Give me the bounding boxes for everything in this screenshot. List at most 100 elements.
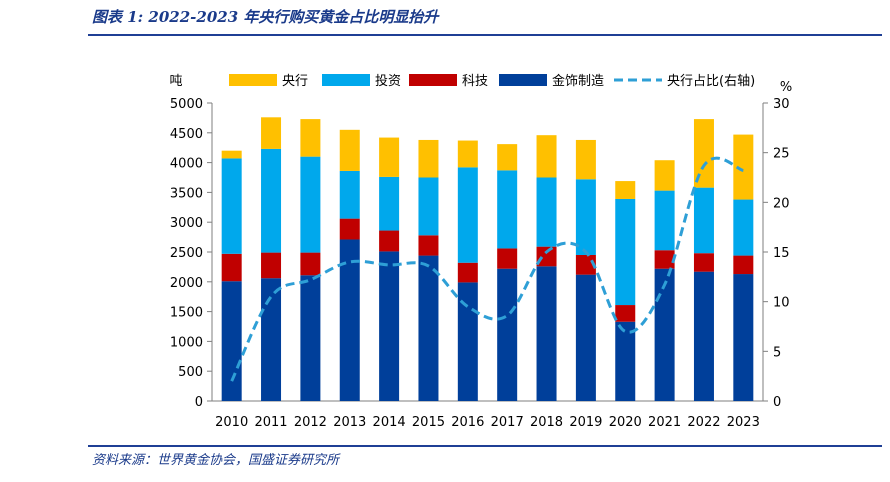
bar-segment-1 bbox=[457, 282, 478, 401]
y-left-axis-label: 吨 bbox=[169, 74, 182, 89]
bar-segment-4 bbox=[339, 129, 360, 171]
bar-segment-2 bbox=[457, 262, 478, 283]
bar-segment-1 bbox=[379, 251, 400, 401]
x-tick-label: 2010 bbox=[215, 415, 248, 430]
bars bbox=[221, 117, 754, 401]
y-right-tick-label: 5 bbox=[773, 345, 781, 360]
y-right-tick-label: 20 bbox=[773, 196, 790, 211]
ratio-line-layer bbox=[230, 156, 744, 382]
bar-segment-1 bbox=[654, 268, 675, 401]
bar-segment-4 bbox=[418, 139, 439, 178]
x-tick-label: 2015 bbox=[412, 415, 445, 430]
bar-segment-1 bbox=[575, 274, 596, 401]
y-right-tick-label: 25 bbox=[773, 147, 790, 162]
y-left-tick-label: 2000 bbox=[170, 276, 203, 291]
bar-segment-4 bbox=[654, 160, 675, 191]
bar-segment-1 bbox=[497, 268, 518, 401]
bar-segment-4 bbox=[693, 119, 714, 188]
bar-segment-4 bbox=[261, 117, 282, 149]
x-tick-label: 2021 bbox=[648, 415, 681, 430]
y-left-tick-label: 1500 bbox=[170, 306, 203, 321]
legend-label: 金饰制造 bbox=[552, 73, 604, 89]
y-left-tick-label: 500 bbox=[178, 365, 203, 380]
source-note: 资料来源：世界黄金协会，国盛证券研究所 bbox=[92, 453, 340, 468]
bottom-rule bbox=[88, 445, 882, 447]
bar-segment-1 bbox=[536, 266, 557, 401]
bar-segment-1 bbox=[221, 281, 242, 401]
bar-segment-1 bbox=[339, 239, 360, 401]
x-tick-label: 2016 bbox=[451, 415, 484, 430]
bar-segment-4 bbox=[300, 119, 321, 157]
bar-segment-4 bbox=[615, 181, 636, 199]
bar-segment-3 bbox=[654, 190, 675, 251]
x-tick-label: 2014 bbox=[373, 415, 406, 430]
bar-segment-3 bbox=[457, 167, 478, 263]
bar-segment-4 bbox=[575, 139, 596, 180]
y-left-tick-label: 4500 bbox=[170, 127, 203, 142]
legend-swatch bbox=[322, 74, 370, 86]
bar-segment-2 bbox=[221, 253, 242, 282]
bar-segment-4 bbox=[379, 137, 400, 177]
x-tick-label: 2022 bbox=[687, 415, 720, 430]
bar-segment-2 bbox=[300, 252, 321, 276]
bar-segment-2 bbox=[615, 305, 636, 322]
bar-segment-1 bbox=[261, 278, 282, 401]
bar-segment-4 bbox=[733, 134, 754, 200]
y-right-tick-label: 15 bbox=[773, 246, 790, 261]
bar-segment-4 bbox=[497, 144, 518, 171]
x-tick-label: 2020 bbox=[609, 415, 642, 430]
bar-segment-3 bbox=[379, 176, 400, 231]
bar-segment-2 bbox=[497, 248, 518, 269]
x-tick-label: 2013 bbox=[333, 415, 366, 430]
y-left-tick-label: 3500 bbox=[170, 186, 203, 201]
legend-swatch bbox=[229, 74, 277, 86]
legend: 央行 投资 科技 金饰制造 央行占比(右轴) bbox=[229, 73, 755, 89]
x-axis-labels: 2010 2011 2012 2013 2014 2015 2016 2017 2018 2019… bbox=[215, 415, 760, 430]
y-left-tick-label: 0 bbox=[195, 395, 203, 410]
bar-segment-2 bbox=[418, 235, 439, 256]
x-tick-label: 2018 bbox=[530, 415, 563, 430]
bar-segment-2 bbox=[536, 246, 557, 267]
bar-segment-4 bbox=[221, 150, 242, 159]
bar-segment-3 bbox=[733, 199, 754, 256]
bar-segment-1 bbox=[733, 274, 754, 401]
x-tick-label: 2012 bbox=[294, 415, 327, 430]
bar-segment-3 bbox=[575, 179, 596, 255]
y-left-tick-label: 3000 bbox=[170, 216, 203, 231]
bar-segment-1 bbox=[615, 321, 636, 401]
y-left-tick-label: 1000 bbox=[170, 335, 203, 350]
x-tick-label: 2023 bbox=[727, 415, 760, 430]
legend-swatch bbox=[409, 74, 457, 86]
bar-segment-3 bbox=[536, 177, 557, 247]
legend-label: 投资 bbox=[375, 73, 401, 89]
bar-segment-3 bbox=[497, 170, 518, 249]
ratio-line bbox=[230, 156, 744, 382]
legend-swatch bbox=[499, 74, 547, 86]
chart-title: 图表 1: 2022-2023 年央行购买黄金占比明显抬升 bbox=[92, 8, 439, 26]
y-left-tick-label: 2500 bbox=[170, 246, 203, 261]
x-tick-label: 2019 bbox=[569, 415, 602, 430]
bar-segment-3 bbox=[300, 156, 321, 253]
bar-segment-3 bbox=[339, 170, 360, 219]
bar-segment-4 bbox=[457, 140, 478, 168]
bar-segment-3 bbox=[693, 187, 714, 254]
bar-segment-2 bbox=[261, 252, 282, 279]
legend-label: 央行占比(右轴) bbox=[667, 74, 755, 89]
y-right-tick-label: 10 bbox=[773, 296, 790, 311]
bar-segment-1 bbox=[693, 271, 714, 401]
bar-segment-1 bbox=[300, 275, 321, 401]
y-right-axis-label: % bbox=[780, 80, 792, 95]
bar-segment-2 bbox=[575, 254, 596, 275]
x-tick-label: 2011 bbox=[254, 415, 287, 430]
bar-segment-3 bbox=[615, 198, 636, 306]
bar-segment-2 bbox=[693, 253, 714, 272]
bar-segment-1 bbox=[418, 255, 439, 401]
top-rule bbox=[88, 34, 882, 36]
bar-segment-2 bbox=[339, 218, 360, 240]
legend-label: 央行 bbox=[282, 74, 308, 89]
bar-segment-4 bbox=[536, 135, 557, 178]
bar-segment-2 bbox=[733, 255, 754, 275]
y-left-tick-label: 4000 bbox=[170, 157, 203, 172]
y-right-tick-label: 0 bbox=[773, 395, 781, 410]
